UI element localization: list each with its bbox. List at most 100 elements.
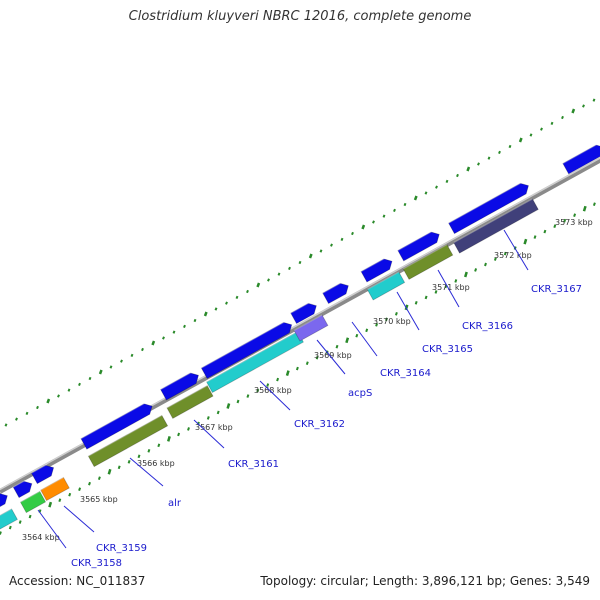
gene-label[interactable]: CKR_3166 (462, 321, 513, 332)
inner-tick (315, 355, 319, 360)
outer-tick (151, 340, 156, 346)
gene-block-ckr3165-fwd[interactable] (397, 231, 440, 262)
inner-tick (553, 224, 557, 228)
cds-block-ckr3162[interactable] (206, 330, 304, 394)
gene-block-sheen (88, 414, 163, 457)
cds-block-ckr3158[interactable] (19, 490, 47, 514)
gene-label[interactable]: CKR_3159 (96, 543, 147, 554)
gene-block-sheen (322, 281, 343, 294)
outer-tick (67, 388, 71, 392)
gene-block-ckr3161-fwd[interactable] (160, 372, 199, 401)
gene-block-sheen (448, 181, 523, 224)
inner-tick (563, 218, 567, 223)
gene-label[interactable]: CKR_3167 (531, 284, 582, 295)
gene-block-ckr3164-fwd[interactable] (360, 258, 393, 283)
outer-tick (36, 405, 39, 410)
genome-summary: Topology: circular; Length: 3,896,121 bp… (260, 574, 590, 588)
outer-tick (277, 272, 281, 276)
gene-label[interactable]: CKR_3162 (294, 419, 345, 430)
outer-tick (487, 156, 491, 160)
kbp-label: 3570 kbp (373, 317, 411, 326)
inner-tick (394, 312, 398, 316)
outer-tick (246, 289, 249, 294)
gene-track (0, 143, 600, 531)
gene-leader-line (503, 229, 529, 271)
gene-block-ckr3166-fwd[interactable] (448, 182, 529, 235)
gene-label[interactable]: CKR_3165 (422, 344, 473, 355)
gene-block-ckr3158-fwd[interactable] (12, 480, 33, 499)
gene-block-alr-fwd[interactable] (80, 403, 153, 450)
kbp-label: 3572 kbp (494, 251, 532, 260)
outer-tick (319, 249, 323, 253)
inner-tick (18, 520, 22, 524)
gene-block-upstream[interactable] (0, 493, 8, 513)
outer-tick (298, 260, 302, 265)
inner-tick (206, 416, 210, 420)
outer-tick (25, 411, 29, 415)
inner-tick (385, 317, 388, 322)
outer-tick (330, 243, 333, 247)
outer-tick (529, 133, 533, 137)
outer-tick (130, 353, 134, 357)
inner-tick (503, 251, 507, 256)
outer-tick (592, 98, 596, 102)
outer-tick (308, 253, 313, 259)
kbp-label: 3567 kbp (195, 423, 233, 432)
kbp-label: 3571 kbp (432, 283, 470, 292)
gene-block-sheen (290, 301, 311, 314)
cds-block-ckr3165[interactable] (402, 244, 454, 280)
outer-tick (518, 137, 523, 143)
gene-block-ckr3162-fwd[interactable] (200, 321, 293, 380)
inner-tick (147, 449, 151, 453)
outer-tick (57, 394, 60, 398)
gene-block-ckr3167-fwd[interactable] (562, 144, 600, 175)
outer-tick (445, 179, 449, 183)
outer-tick-track (4, 98, 596, 427)
genome-backbone-highlight (0, 157, 600, 491)
gene-label[interactable]: acpS (348, 388, 372, 399)
inner-tick (523, 238, 528, 245)
cds-block-ckr3164[interactable] (366, 271, 406, 301)
gene-block-sheen (562, 143, 599, 164)
inner-tick (375, 322, 379, 327)
cds-block-acps[interactable] (293, 314, 329, 342)
cds-block-ckr3159[interactable] (40, 476, 70, 502)
inner-tick (127, 459, 131, 464)
outer-tick (582, 104, 585, 108)
inner-tick (48, 501, 53, 508)
gene-block-sheen (20, 490, 41, 503)
inner-tick (266, 383, 270, 387)
cds-block-alr[interactable] (87, 414, 169, 468)
inner-tick (365, 328, 369, 333)
outer-tick (424, 191, 428, 195)
gene-label[interactable]: CKR_3158 (71, 558, 122, 569)
gene-label[interactable]: CKR_3164 (380, 368, 431, 379)
gene-label[interactable]: alr (168, 498, 182, 509)
gene-block-ckr3159-fwd[interactable] (30, 464, 55, 485)
gene-leader-line (316, 339, 346, 375)
outer-tick (267, 278, 270, 282)
gene-block-sheen (80, 402, 146, 440)
cds-block-ckr3166[interactable] (453, 198, 539, 254)
gene-block-acps-fwd[interactable] (322, 282, 349, 305)
inner-tick (424, 295, 428, 300)
cds-block-cyan-left[interactable] (0, 508, 18, 531)
gene-block-sheen (206, 331, 298, 383)
outer-tick (372, 220, 375, 224)
gene-block-sheen (367, 271, 400, 291)
inner-tick (58, 498, 62, 502)
gene-leader-line (396, 291, 420, 331)
genome-backbone (0, 157, 600, 495)
outer-tick (4, 423, 8, 427)
inner-tick (117, 465, 121, 470)
gene-block-ckr3162b-fwd[interactable] (290, 302, 317, 325)
outer-tick (361, 224, 366, 230)
cds-block-ckr3161[interactable] (166, 385, 214, 419)
inner-tick (484, 262, 487, 267)
gene-label[interactable]: CKR_3161 (228, 459, 279, 470)
gene-leader-line (259, 380, 291, 411)
gene-label-layer: CKR_3158 CKR_3159 alr CKR_3161 CKR_3162 acpS C… (37, 229, 582, 569)
gene-block-sheen (166, 385, 208, 409)
